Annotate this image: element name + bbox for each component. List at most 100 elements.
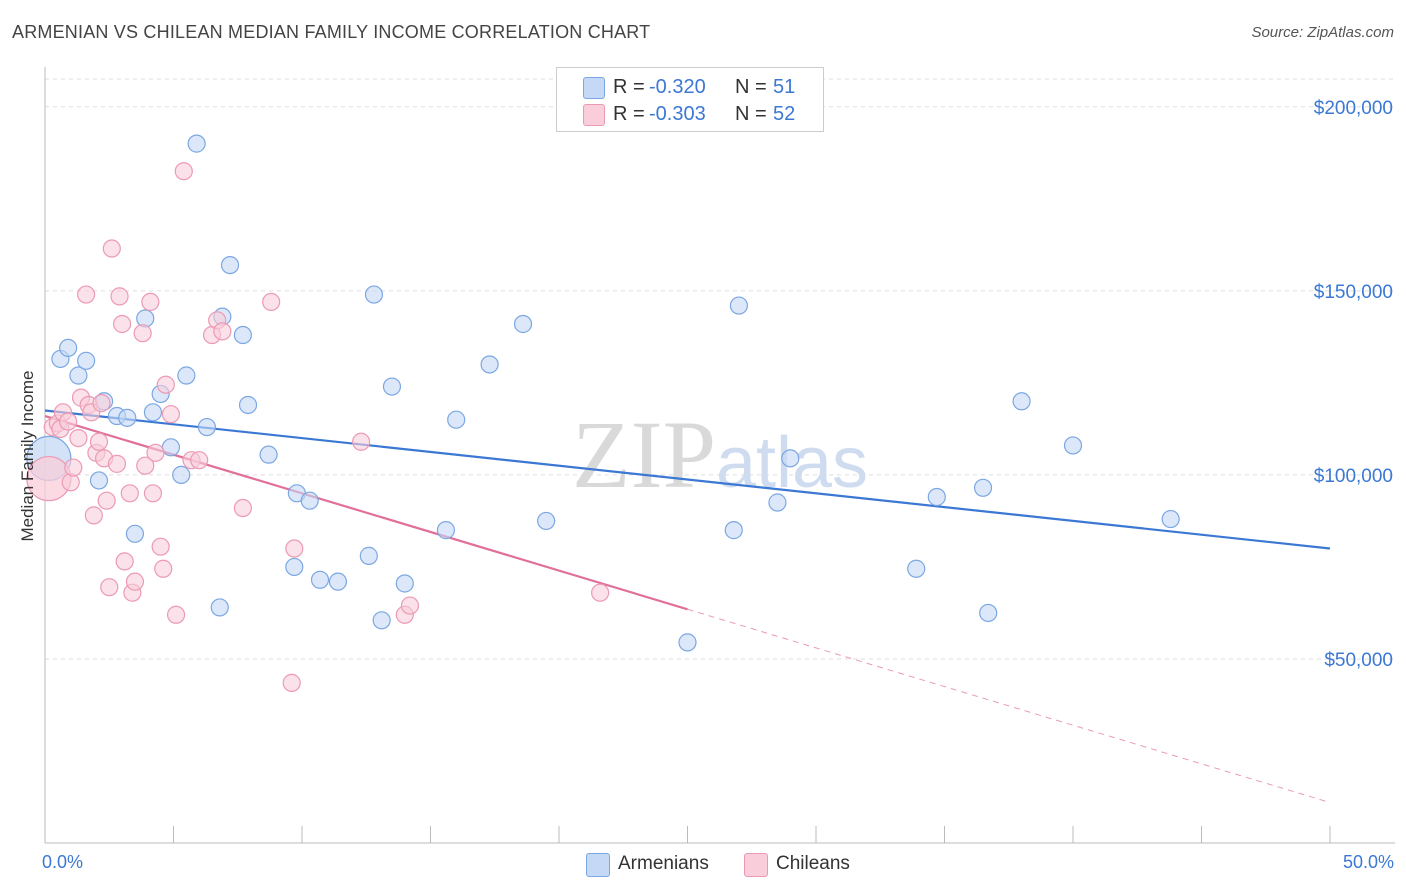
armenian-points [26, 134, 1180, 652]
armenian-point [238, 395, 258, 415]
x-tick-label-min: 0.0% [42, 852, 84, 872]
chilean-legend-label: Chileans [776, 853, 850, 874]
chilean-point [97, 491, 116, 510]
armenian-point [210, 598, 229, 617]
armenian-point [59, 338, 78, 358]
chilean-trend-extension [687, 608, 1331, 803]
chilean-point [102, 239, 121, 258]
chilean-point [233, 498, 252, 518]
r-label: R = [613, 103, 645, 125]
chilean-point [161, 405, 181, 424]
chilean-point [400, 596, 420, 615]
armenian-point [177, 366, 196, 385]
chilean-point [69, 428, 88, 448]
chilean-point [190, 451, 209, 470]
armenian-point [125, 524, 145, 543]
chilean-point [61, 473, 80, 492]
chilean-point [285, 539, 304, 558]
armenian-point [285, 557, 304, 577]
chilean-point [146, 443, 165, 462]
y-tick-labels: $50,000 $100,000 $150,000 $200,000 [1314, 98, 1393, 671]
x-tick-label-max: 50.0% [1342, 852, 1394, 872]
chilean-point [154, 559, 173, 578]
chilean-point [110, 287, 129, 306]
y-axis-label: Median Family Income [18, 370, 37, 542]
chilean-point [125, 572, 145, 591]
armenian-point [233, 325, 252, 345]
chilean-point [141, 292, 160, 311]
armenian-point [359, 546, 378, 565]
chart-title: ARMENIAN VS CHILEAN MEDIAN FAMILY INCOME… [12, 22, 651, 42]
chilean-point [591, 583, 610, 602]
chilean-point [100, 578, 119, 597]
armenian-point [172, 465, 191, 485]
armenian-point [220, 255, 240, 275]
armenian-point [143, 403, 163, 422]
armenian-point [161, 438, 181, 457]
chilean-point [84, 506, 103, 525]
chilean-legend-swatch [744, 853, 768, 877]
armenian-swatch [583, 77, 605, 99]
grid-lines [45, 78, 1395, 660]
r-value: -0.303 [649, 103, 706, 125]
armenian-point [328, 572, 348, 591]
armenian-point [187, 134, 206, 153]
armenian-point [89, 471, 109, 490]
chilean-point [151, 537, 170, 556]
y-tick-label: $100,000 [1314, 466, 1393, 487]
chilean-swatch [583, 104, 605, 126]
chilean-point [112, 314, 132, 334]
armenian-point [364, 285, 384, 304]
armenian-point [1161, 509, 1180, 529]
armenian-point [447, 410, 466, 429]
watermark-zip: ZIP [572, 401, 716, 508]
y-tick-label: $200,000 [1314, 98, 1393, 119]
n-value: 51 [773, 76, 796, 98]
watermark: ZIPatlas [572, 401, 868, 508]
chilean-point [136, 456, 155, 475]
armenian-point [310, 570, 330, 589]
armenian-trend-line [44, 409, 1331, 550]
armenian-point [382, 377, 402, 396]
armenian-point [77, 351, 96, 370]
chilean-point [120, 484, 139, 503]
armenian-point [979, 603, 998, 623]
armenian-point [724, 521, 743, 540]
armenian-point [973, 478, 993, 497]
r-value: -0.320 [649, 76, 706, 98]
chilean-point [59, 412, 78, 431]
correlation-legend: R = -0.320 N = 51 R = -0.303 N = 52 [556, 67, 824, 132]
armenian-point [480, 355, 499, 374]
chilean-point [143, 484, 163, 503]
armenian-point [1012, 392, 1031, 411]
armenian-point [1063, 436, 1083, 455]
chilean-point [89, 432, 109, 451]
y-tick-label: $50,000 [1324, 650, 1393, 671]
r-label: R = [613, 76, 645, 98]
chilean-point [107, 454, 127, 473]
chilean-point [64, 458, 83, 477]
y-tick-label: $150,000 [1314, 282, 1393, 303]
chilean-point [282, 673, 301, 692]
armenian-point [537, 511, 556, 531]
armenian-point [781, 449, 800, 468]
chart-source: Source: ZipAtlas.com [1251, 24, 1394, 41]
chilean-point [166, 605, 186, 624]
armenian-point [69, 366, 88, 385]
armenian-point [927, 487, 946, 507]
n-value: 52 [773, 103, 796, 125]
armenian-point [197, 417, 217, 437]
chilean-point [174, 162, 193, 181]
armenian-point [729, 296, 749, 315]
chilean-point [156, 375, 175, 394]
chilean-point [77, 285, 96, 304]
chilean-point [133, 324, 152, 343]
armenian-point [136, 309, 155, 328]
armenian-point [513, 314, 533, 334]
n-label: N = [735, 76, 767, 98]
armenian-legend-label: Armenians [618, 853, 709, 874]
armenian-point [436, 521, 456, 540]
armenian-point [768, 493, 787, 512]
chilean-points [26, 162, 610, 692]
